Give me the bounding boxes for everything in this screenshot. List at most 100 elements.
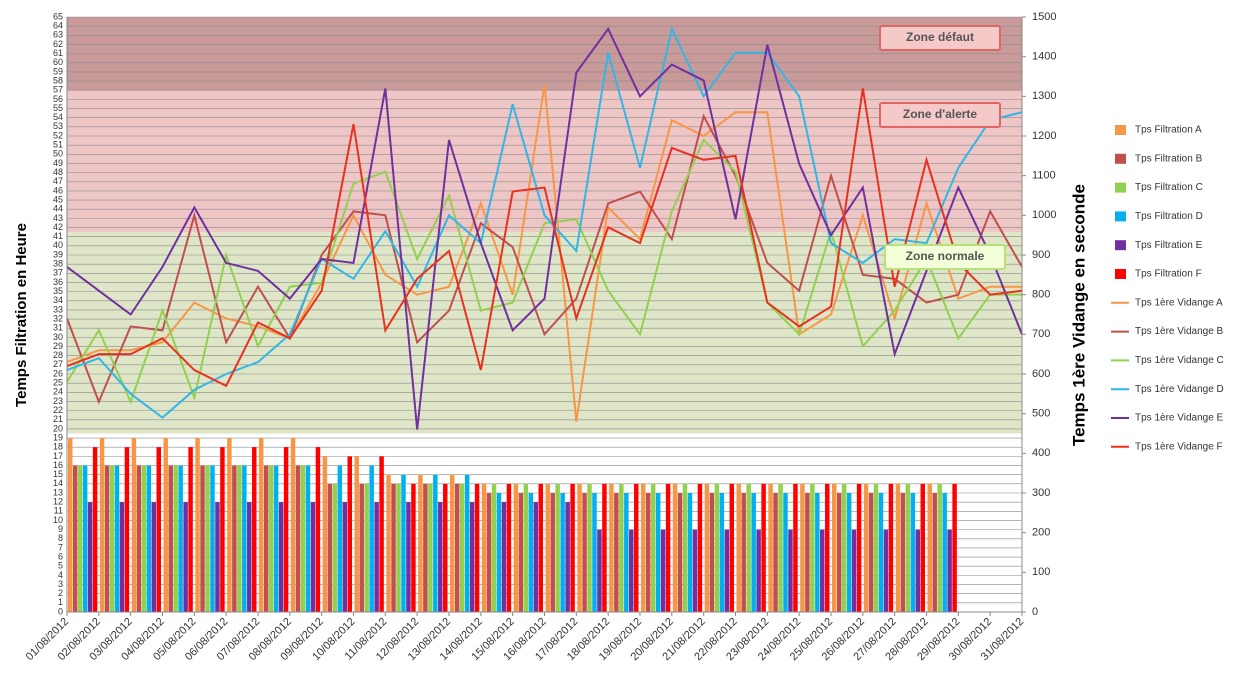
bar (629, 529, 634, 612)
y-tick-label: 44 (53, 204, 63, 214)
y2-tick-label: 1300 (1032, 90, 1056, 102)
y-tick-label: 58 (53, 75, 63, 85)
legend-label: Tps 1ère Vidange B (1135, 326, 1224, 337)
bar (736, 483, 741, 612)
bar (151, 502, 157, 612)
y2-tick-label: 500 (1032, 408, 1050, 420)
bar (433, 474, 438, 612)
y-tick-label: 57 (53, 85, 63, 95)
bar (895, 483, 901, 612)
bar (278, 502, 284, 612)
y-tick-label: 14 (53, 478, 63, 488)
y-tick-label: 6 (58, 551, 63, 561)
y-tick-label: 22 (53, 405, 63, 415)
bar (232, 465, 237, 612)
y2-tick-label: 1400 (1032, 51, 1056, 63)
legend-label: Tps Filtration F (1135, 269, 1202, 280)
bar (592, 493, 597, 612)
bar (709, 493, 715, 612)
y-tick-label: 63 (53, 30, 63, 40)
bar (687, 493, 693, 612)
legend-label: Tps Filtration E (1135, 240, 1203, 251)
bar (692, 529, 698, 612)
y2-tick-label: 100 (1032, 566, 1050, 578)
y-tick-label: 53 (53, 121, 63, 131)
bar (729, 483, 734, 612)
bar (920, 483, 925, 612)
bar (513, 483, 519, 612)
y-tick-label: 51 (53, 140, 63, 150)
bar (273, 465, 279, 612)
bar (565, 502, 570, 612)
bar (215, 502, 220, 612)
bar (570, 483, 575, 612)
bar (310, 502, 316, 612)
y-tick-label: 46 (53, 185, 63, 195)
y-tick-label: 49 (53, 158, 63, 168)
bar (459, 483, 465, 612)
bar (873, 483, 879, 612)
y-tick-label: 19 (53, 432, 63, 442)
bar (481, 483, 487, 612)
y-tick-label: 38 (53, 259, 63, 269)
bar (846, 493, 852, 612)
y-tick-label: 18 (53, 442, 63, 452)
bar (391, 483, 396, 612)
bar (386, 474, 391, 612)
bar (937, 483, 942, 612)
y-tick-label: 9 (58, 524, 63, 534)
bar (72, 465, 78, 612)
y-tick-label: 42 (53, 222, 63, 232)
y-tick-label: 55 (53, 103, 63, 113)
bar (665, 483, 671, 612)
bar (188, 447, 193, 612)
bar (347, 456, 352, 612)
bar (751, 493, 756, 612)
bar (609, 483, 614, 612)
y-tick-label: 0 (58, 606, 63, 616)
bar (474, 483, 480, 612)
bar (359, 483, 364, 612)
y-tick-label: 2 (58, 588, 63, 598)
y-tick-label: 47 (53, 176, 63, 186)
legend-label: Tps 1ère Vidange A (1135, 297, 1223, 308)
y-tick-label: 30 (53, 332, 63, 342)
zone-label-box (879, 25, 1001, 51)
y-tick-label: 54 (53, 112, 63, 122)
bar (841, 483, 847, 612)
bar (900, 493, 906, 612)
bar (761, 483, 766, 612)
bar (856, 483, 862, 612)
zone-band (67, 90, 1022, 233)
y-tick-label: 26 (53, 368, 63, 378)
bar (124, 447, 130, 612)
bar (927, 483, 932, 612)
y-axis-title: Temps Filtration en Heure (13, 223, 30, 407)
bar (614, 493, 619, 612)
legend-swatch (1115, 153, 1126, 164)
y-tick-label: 65 (53, 11, 63, 21)
bar (364, 483, 369, 612)
bar (778, 483, 783, 612)
bar (374, 502, 379, 612)
bar (220, 447, 225, 612)
bar (800, 483, 805, 612)
bar (268, 465, 274, 612)
y-tick-label: 17 (53, 451, 63, 461)
y-tick-label: 45 (53, 194, 63, 204)
bar (746, 483, 751, 612)
bar (332, 483, 338, 612)
bar (464, 474, 470, 612)
y-tick-label: 16 (53, 460, 63, 470)
bar (836, 493, 842, 612)
bar (300, 465, 306, 612)
y-tick-label: 23 (53, 396, 63, 406)
bar (406, 502, 411, 612)
bar (634, 483, 639, 612)
bar (259, 438, 264, 612)
bar (619, 483, 624, 612)
bar (677, 493, 683, 612)
y-tick-label: 32 (53, 313, 63, 323)
y-tick-label: 10 (53, 515, 63, 525)
bar (423, 483, 428, 612)
